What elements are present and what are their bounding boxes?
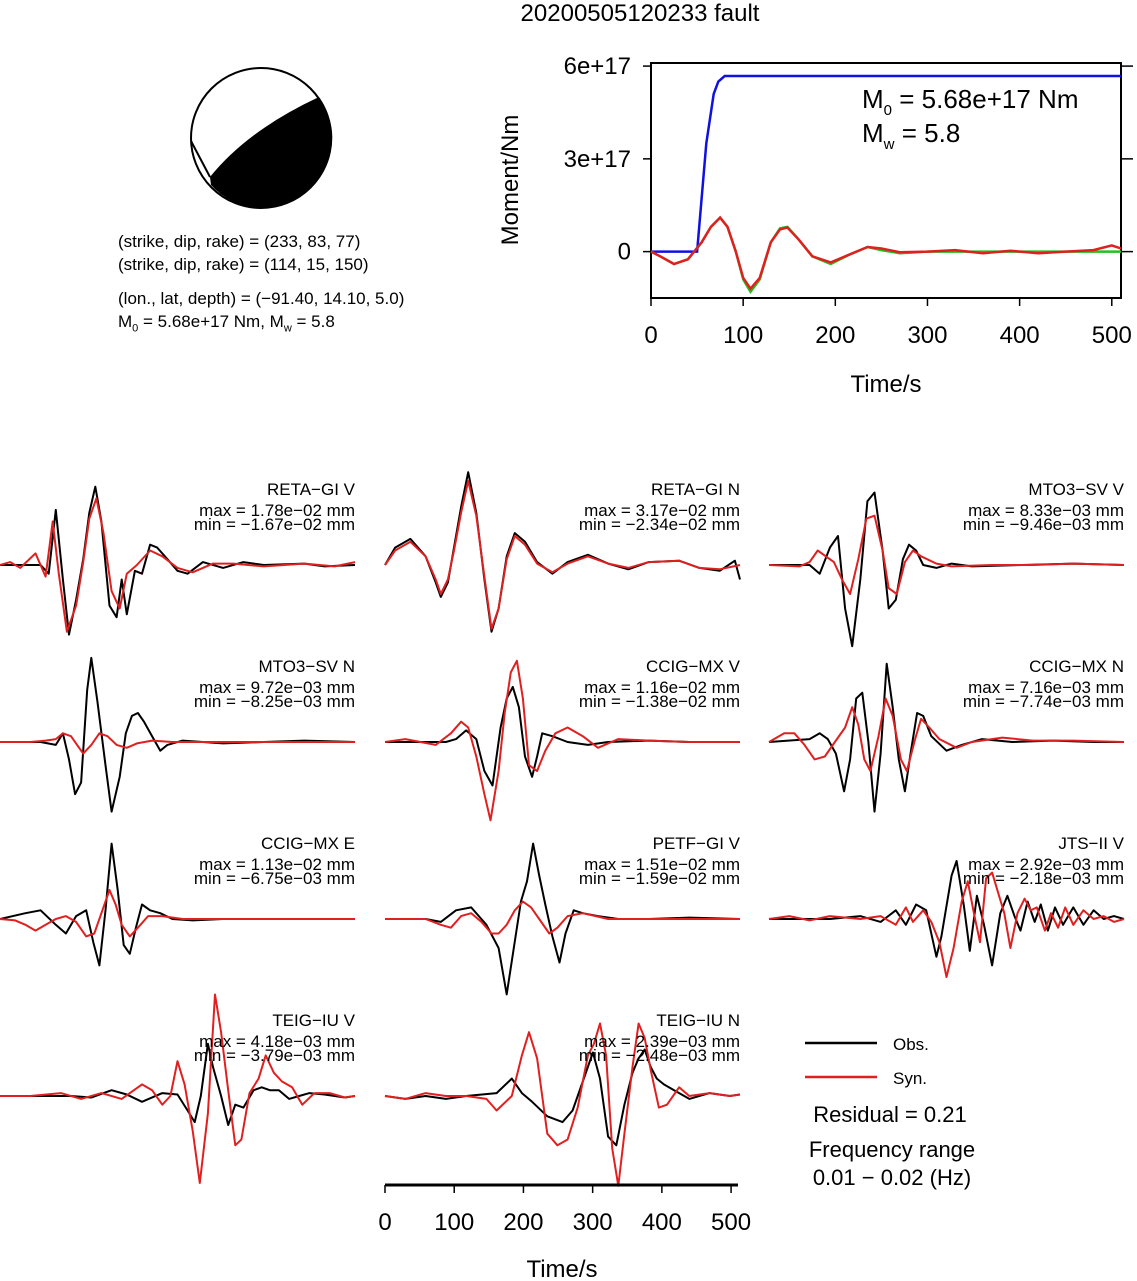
max-label: max = 1.16e−02 mm (584, 678, 740, 697)
observed-trace (0, 485, 356, 636)
mw-annotation: Mw = 5.8 (862, 118, 960, 153)
synthetic-trace (385, 900, 740, 935)
station-label: MTO3−SV N (258, 657, 355, 676)
time-axis-label: Time/s (526, 1256, 597, 1281)
y-tick-label: 6e+17 (564, 53, 631, 80)
frequency-title: Frequency range (809, 1137, 975, 1162)
station-label: TEIG−IU V (272, 1011, 355, 1030)
min-label: min = −2.18e−03 mm (963, 869, 1124, 888)
max-label: max = 3.17e−02 mm (584, 501, 740, 520)
moment-plot-frame (650, 62, 1122, 299)
observed-trace (0, 656, 356, 813)
x-axis-label: Time/s (850, 371, 921, 398)
min-label: min = −7.74e−03 mm (963, 692, 1124, 711)
min-label: min = −2.48e−03 mm (579, 1046, 740, 1065)
moment-series-line-2 (650, 215, 1122, 291)
location-text: (lon., lat, depth) = (−91.40, 14.10, 5.0… (118, 289, 405, 308)
min-label: min = −2.34e−02 mm (579, 515, 740, 534)
time-tick-label: 200 (503, 1209, 543, 1236)
max-label: max = 2.39e−03 mm (584, 1032, 740, 1051)
x-tick-label: 200 (815, 322, 855, 349)
figure-title: 20200505120233 fault (520, 0, 760, 27)
observed-trace (0, 1042, 356, 1126)
legend-syn-label: Syn. (893, 1069, 927, 1088)
moment-series-line-0 (651, 74, 1121, 253)
x-tick-label: 500 (1092, 322, 1132, 349)
time-tick-label: 100 (434, 1209, 474, 1236)
plane2-text: (strike, dip, rake) = (114, 15, 150) (118, 255, 369, 274)
time-tick-label: 300 (573, 1209, 613, 1236)
synthetic-trace (384, 659, 740, 822)
synthetic-trace (384, 479, 741, 630)
time-tick-label: 0 (378, 1209, 391, 1236)
y-axis-label: Moment/Nm (497, 115, 524, 246)
max-label: max = 9.72e−03 mm (199, 678, 355, 697)
station-label: PETF−GI V (653, 834, 741, 853)
max-label: max = 1.78e−02 mm (199, 501, 355, 520)
mw-sub: w (283, 322, 292, 335)
residual-label: Residual = 0.21 (813, 1102, 967, 1127)
observed-trace (0, 842, 355, 967)
legend-obs-label: Obs. (893, 1035, 929, 1054)
synthetic-trace (768, 871, 1125, 978)
m0-annotation: M0 = 5.68e+17 Nm (862, 84, 1078, 119)
min-label: min = −6.75e−03 mm (194, 869, 355, 888)
synthetic-trace (0, 889, 355, 938)
time-tick-label: 500 (711, 1209, 751, 1236)
x-tick-label: 300 (907, 322, 947, 349)
synthetic-trace (384, 1022, 741, 1187)
max-label: max = 7.16e−03 mm (968, 678, 1124, 697)
max-label: max = 4.18e−03 mm (199, 1032, 355, 1051)
max-label: max = 1.51e−02 mm (584, 855, 740, 874)
min-label: min = −8.25e−03 mm (194, 692, 355, 711)
moment-summary-text: M0 = 5.68e+17 Nm, Mw = 5.8 (118, 312, 335, 338)
x-tick-label: 0 (644, 322, 657, 349)
station-label: JTS−II V (1058, 834, 1124, 853)
synthetic-trace (768, 514, 1125, 595)
min-label: min = −1.38e−02 mm (579, 692, 740, 711)
moment-series-line-1 (650, 215, 1121, 295)
max-label: max = 1.13e−02 mm (199, 855, 355, 874)
synthetic-trace (0, 497, 356, 633)
frequency-range: 0.01 − 0.02 (Hz) (813, 1165, 971, 1190)
plane1-text: (strike, dip, rake) = (233, 83, 77) (118, 232, 361, 251)
m0-text: = 5.68e+17 Nm, M (138, 312, 284, 331)
time-tick-label: 400 (642, 1209, 682, 1236)
moment-chart: 0 100 200 300 400 500 0 3e+17 6e+17 Time/s Moment/… (497, 53, 1133, 398)
y-tick-label: 3e+17 (564, 146, 631, 173)
synthetic-trace (768, 697, 1125, 772)
mw-text: = 5.8 (291, 312, 335, 331)
beachball-icon (190, 67, 333, 209)
synthetic-trace (0, 732, 355, 755)
x-tick-label: 100 (723, 322, 763, 349)
station-label: RETA−GI N (651, 480, 740, 499)
min-label: min = −1.67e−02 mm (194, 515, 355, 534)
station-label: CCIG−MX V (646, 657, 741, 676)
station-label: RETA−GI V (267, 480, 356, 499)
observed-trace (384, 1048, 741, 1147)
min-label: min = −1.59e−02 mm (579, 869, 740, 888)
synthetic-trace (0, 993, 356, 1184)
y-tick-label: 0 (618, 239, 631, 266)
min-label: min = −3.79e−03 mm (194, 1046, 355, 1065)
figure-title-container: 20200505120233 fault (0, 0, 1137, 28)
max-label: max = 8.33e−03 mm (968, 501, 1124, 520)
station-label: MTO3−SV V (1028, 480, 1124, 499)
max-label: max = 2.92e−03 mm (968, 855, 1124, 874)
station-label: CCIG−MX E (261, 834, 355, 853)
m0-sub: 0 (132, 322, 139, 335)
min-label: min = −9.46e−03 mm (963, 515, 1124, 534)
station-label: CCIG−MX N (1029, 657, 1124, 676)
m0-prefix: M (118, 312, 133, 331)
station-label: TEIG−IU N (656, 1011, 740, 1030)
x-tick-label: 400 (1000, 322, 1040, 349)
observed-trace (769, 491, 1125, 648)
